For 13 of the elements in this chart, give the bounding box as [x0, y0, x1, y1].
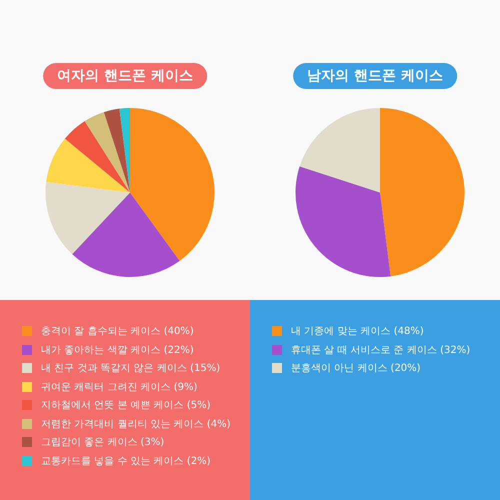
legend-label: 그립감이 좋은 케이스 (3%) — [41, 436, 164, 450]
legend-label: 휴대폰 살 때 서비스로 준 케이스 (32%) — [291, 344, 470, 357]
legend-label: 교통카드를 넣을 수 있는 케이스 (2%) — [41, 454, 211, 468]
chart-title: 여자의 핸드폰 케이스 — [43, 63, 207, 89]
legend-label: 내가 좋아하는 색깔 케이스 (22%) — [41, 344, 194, 357]
legend-label: 저렴한 가격대비 퀄리티 있는 케이스 (4%) — [41, 418, 231, 431]
chart-title: 남자의 핸드폰 케이스 — [293, 63, 457, 89]
legend-label: 내 기종에 맞는 케이스 (48%) — [291, 325, 424, 338]
legend-label: 내 친구 것과 똑같지 않은 케이스 (15%) — [41, 362, 220, 376]
legend-label: 충격이 잘 흡수되는 케이스 (40%) — [41, 325, 194, 338]
legend-label: 지하철에서 언뜻 본 예쁜 케이스 (5%) — [41, 399, 211, 412]
legend-label: 귀여운 캐릭터 그려진 케이스 (9%) — [41, 380, 198, 394]
legend-label: 분홍색이 아닌 케이스 (20%) — [291, 362, 421, 376]
